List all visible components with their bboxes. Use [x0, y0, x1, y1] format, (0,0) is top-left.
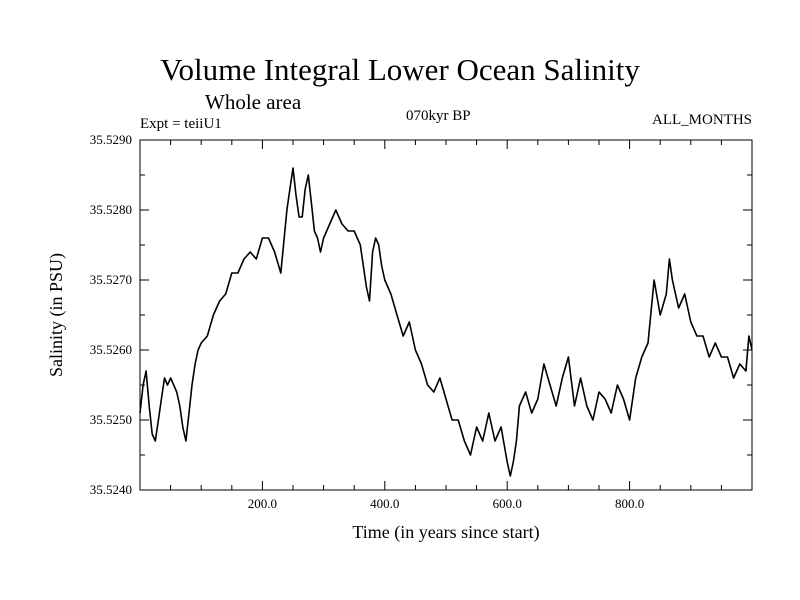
y-tick-label: 35.5260 [90, 342, 132, 357]
y-tick-label: 35.5290 [90, 132, 132, 147]
x-tick-label: 600.0 [493, 496, 522, 511]
period-label: 070kyr BP [406, 108, 471, 124]
tick-marks [140, 139, 752, 491]
x-tick-label: 800.0 [615, 496, 644, 511]
x-axis-label: Time (in years since start) [352, 522, 539, 543]
x-tick-label: 400.0 [370, 496, 399, 511]
y-tick-label: 35.5280 [90, 202, 132, 217]
y-tick-label: 35.5270 [90, 272, 132, 287]
chart-title: Volume Integral Lower Ocean Salinity [160, 52, 640, 87]
series-line [139, 167, 753, 477]
months-label: ALL_MONTHS [652, 112, 752, 128]
y-axis-label: Salinity (in PSU) [46, 253, 67, 377]
tick-labels: 200.0 400.0 600.0 800.0 35.5240 35.5250 35.526… [90, 132, 644, 511]
x-tick-label: 200.0 [248, 496, 277, 511]
y-tick-label: 35.5250 [90, 412, 132, 427]
experiment-label: Expt = teiiU1 [140, 116, 222, 132]
y-tick-label: 35.5240 [90, 482, 132, 497]
chart-subtitle: Whole area [205, 90, 302, 114]
